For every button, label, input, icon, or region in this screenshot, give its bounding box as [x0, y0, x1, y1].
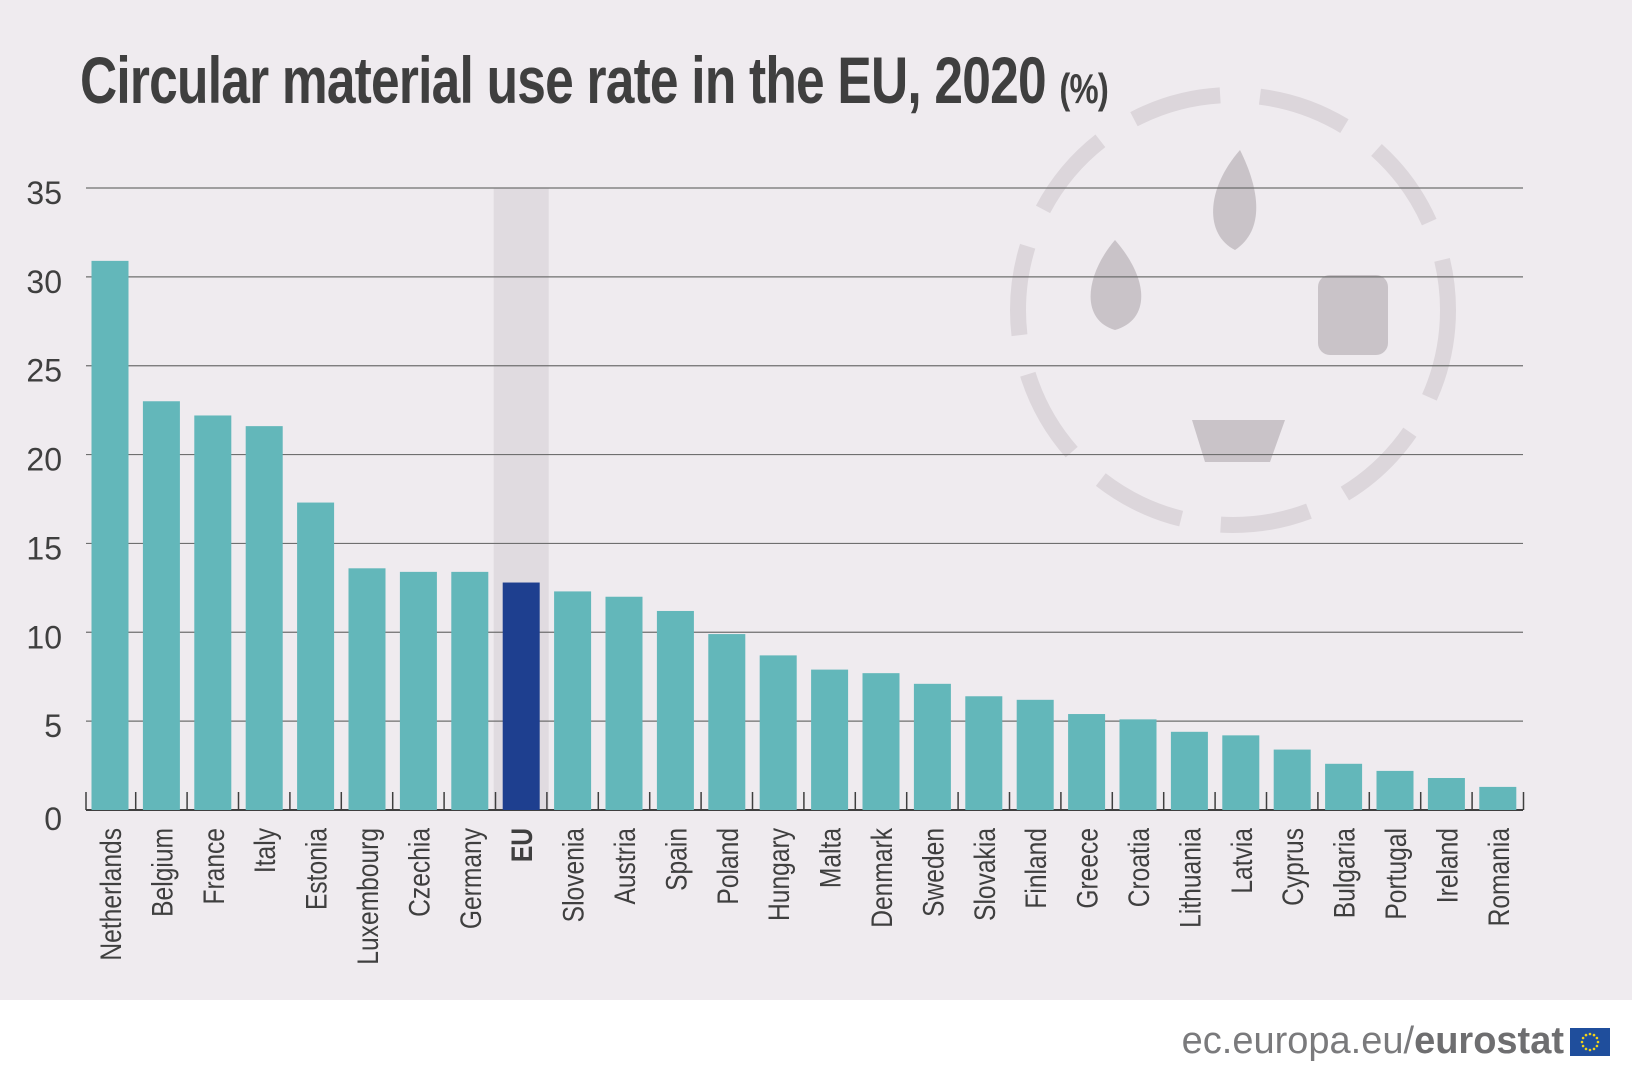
bar-greece	[1068, 714, 1106, 810]
x-tick-label: Hungary	[762, 828, 796, 921]
bar-poland	[708, 634, 746, 810]
title-text: Circular material use rate in the EU, 20…	[80, 43, 1047, 117]
x-tick-label: Austria	[608, 827, 642, 904]
x-tick-label: Latvia	[1224, 827, 1258, 893]
x-tick-label: EU	[505, 828, 539, 862]
bar-cyprus	[1273, 749, 1311, 810]
bar-lithuania	[1170, 731, 1208, 810]
y-tick-label: 5	[44, 708, 62, 744]
bar-sweden	[913, 683, 951, 810]
bar-hungary	[759, 655, 797, 810]
y-tick-label: 20	[26, 442, 62, 478]
x-tick-label: Germany	[453, 828, 487, 929]
x-tick-label: Slovenia	[556, 827, 590, 922]
bar-estonia	[297, 502, 335, 810]
x-tick-label: Denmark	[865, 828, 899, 928]
bar-belgium	[142, 401, 180, 810]
bar-finland	[1016, 699, 1054, 810]
bar-slovakia	[965, 696, 1003, 810]
chart-title: Circular material use rate in the EU, 20…	[80, 42, 1109, 118]
drop-icon	[1213, 150, 1257, 250]
barrel-icon	[1318, 275, 1388, 355]
bar-malta	[811, 669, 849, 810]
x-tick-label: Luxembourg	[351, 828, 385, 965]
x-tick-label: Malta	[813, 827, 847, 888]
x-tick-label: Estonia	[299, 827, 333, 910]
bar-croatia	[1119, 719, 1157, 810]
bar-ireland	[1427, 778, 1465, 810]
source-link[interactable]: ec.europa.eu/eurostat	[1182, 1020, 1564, 1063]
x-tick-label: Belgium	[145, 828, 179, 917]
x-tick-label: Italy	[248, 828, 282, 873]
bar-czechia	[399, 571, 437, 810]
y-tick-label: 10	[26, 619, 62, 655]
y-tick-label: 15	[26, 530, 62, 566]
bar-austria	[605, 596, 643, 810]
x-tick-label: Portugal	[1379, 828, 1413, 920]
bar-romania	[1479, 786, 1517, 810]
y-tick-label: 0	[44, 801, 62, 837]
mine-cart-icon	[1192, 420, 1285, 462]
x-tick-label: Lithuania	[1173, 827, 1207, 927]
x-tick-label: Finland	[1019, 828, 1053, 909]
bar-netherlands	[91, 260, 129, 810]
bar-bulgaria	[1325, 763, 1363, 810]
bar-denmark	[862, 673, 900, 810]
x-tick-label: Ireland	[1430, 828, 1464, 903]
bar-germany	[451, 571, 489, 810]
bar-france	[194, 415, 232, 810]
fire-icon	[1090, 240, 1142, 330]
x-tick-label: Slovakia	[967, 827, 1001, 921]
title-unit: (%)	[1059, 65, 1108, 112]
x-tick-label: Czechia	[402, 827, 436, 917]
url-brand: eurostat	[1414, 1020, 1564, 1062]
x-tick-label: Cyprus	[1276, 828, 1310, 906]
bar-chart: 0 5 10 15 20 25 30 35 Netherlands Belgium France I…	[26, 87, 1525, 965]
x-tick-label: Greece	[1070, 828, 1104, 909]
x-tick-label: Bulgaria	[1327, 827, 1361, 918]
x-tick-label: Sweden	[916, 828, 950, 917]
bar-slovenia	[554, 591, 592, 810]
x-tick-label: Spain	[659, 828, 693, 891]
x-tick-label: Croatia	[1122, 827, 1156, 907]
footer-source: ec.europa.eu/eurostat	[1182, 1020, 1610, 1063]
y-tick-label: 35	[26, 175, 62, 211]
x-tick-label: Romania	[1481, 827, 1515, 926]
bar-luxembourg	[348, 568, 386, 810]
bar-portugal	[1376, 770, 1414, 810]
eu-flag-icon	[1570, 1027, 1610, 1056]
y-tick-label: 25	[26, 353, 62, 389]
bar-eu	[502, 582, 540, 810]
x-tick-label: Poland	[710, 828, 744, 905]
circular-economy-icon	[1010, 87, 1456, 533]
bar-italy	[245, 426, 283, 810]
x-tick-label: France	[196, 828, 230, 905]
bar-latvia	[1222, 735, 1260, 810]
bar-spain	[656, 610, 694, 810]
x-tick-label: Netherlands	[94, 828, 128, 961]
url-prefix: ec.europa.eu/	[1181, 1020, 1415, 1062]
y-tick-label: 30	[26, 264, 62, 300]
